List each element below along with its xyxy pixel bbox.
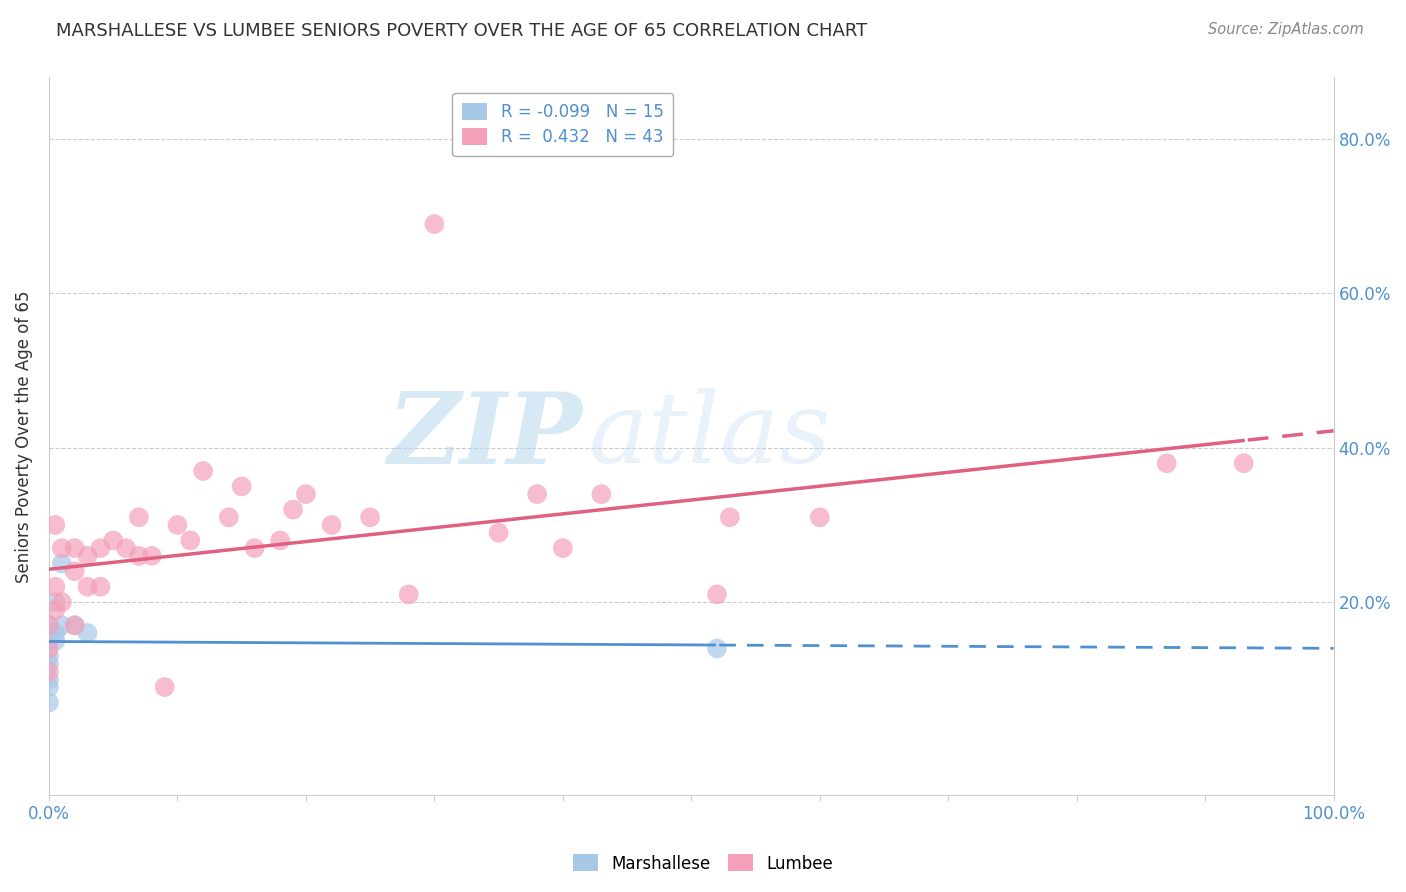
Point — [51, 541, 73, 556]
Point — [44, 595, 66, 609]
Text: MARSHALLESE VS LUMBEE SENIORS POVERTY OVER THE AGE OF 65 CORRELATION CHART: MARSHALLESE VS LUMBEE SENIORS POVERTY OV… — [56, 22, 868, 40]
Point — [63, 618, 86, 632]
Point — [218, 510, 240, 524]
Point — [423, 217, 446, 231]
Y-axis label: Seniors Poverty Over the Age of 65: Seniors Poverty Over the Age of 65 — [15, 290, 32, 582]
Point — [808, 510, 831, 524]
Text: ZIP: ZIP — [387, 388, 582, 484]
Point — [191, 464, 214, 478]
Point — [44, 580, 66, 594]
Point — [281, 502, 304, 516]
Point — [44, 603, 66, 617]
Point — [76, 580, 98, 594]
Point — [51, 618, 73, 632]
Point — [103, 533, 125, 548]
Point — [38, 680, 60, 694]
Point — [398, 587, 420, 601]
Point — [359, 510, 381, 524]
Point — [526, 487, 548, 501]
Point — [38, 633, 60, 648]
Legend: Marshallese, Lumbee: Marshallese, Lumbee — [567, 847, 839, 880]
Point — [1156, 456, 1178, 470]
Point — [591, 487, 613, 501]
Point — [115, 541, 138, 556]
Point — [128, 510, 150, 524]
Point — [179, 533, 201, 548]
Point — [128, 549, 150, 563]
Point — [89, 541, 111, 556]
Point — [44, 626, 66, 640]
Point — [63, 618, 86, 632]
Point — [38, 618, 60, 632]
Legend: R = -0.099   N = 15, R =  0.432   N = 43: R = -0.099 N = 15, R = 0.432 N = 43 — [453, 93, 673, 156]
Point — [1233, 456, 1256, 470]
Point — [38, 649, 60, 664]
Point — [44, 633, 66, 648]
Point — [321, 518, 343, 533]
Point — [488, 525, 510, 540]
Point — [38, 618, 60, 632]
Point — [38, 665, 60, 679]
Point — [269, 533, 291, 548]
Point — [166, 518, 188, 533]
Point — [51, 557, 73, 571]
Point — [38, 673, 60, 687]
Point — [63, 564, 86, 578]
Point — [89, 580, 111, 594]
Point — [706, 641, 728, 656]
Point — [153, 680, 176, 694]
Point — [243, 541, 266, 556]
Point — [38, 641, 60, 656]
Point — [231, 479, 253, 493]
Point — [76, 549, 98, 563]
Text: Source: ZipAtlas.com: Source: ZipAtlas.com — [1208, 22, 1364, 37]
Point — [706, 587, 728, 601]
Text: atlas: atlas — [589, 389, 831, 483]
Point — [38, 696, 60, 710]
Point — [295, 487, 318, 501]
Point — [141, 549, 163, 563]
Point — [44, 518, 66, 533]
Point — [718, 510, 741, 524]
Point — [76, 626, 98, 640]
Point — [38, 657, 60, 671]
Point — [551, 541, 574, 556]
Point — [63, 541, 86, 556]
Point — [51, 595, 73, 609]
